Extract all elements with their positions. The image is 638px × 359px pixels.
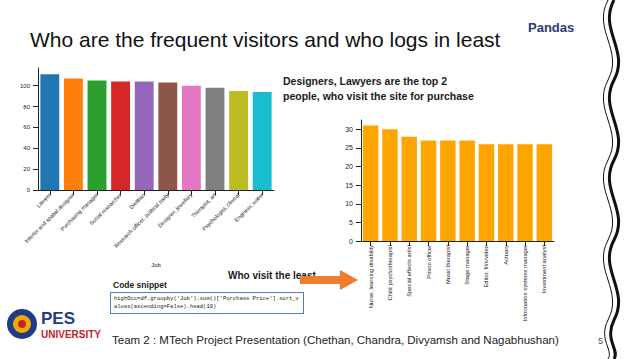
svg-text:PES: PES bbox=[41, 309, 75, 328]
svg-text:Child psychotherapist: Child psychotherapist bbox=[387, 245, 393, 301]
html-text:Who are the frequent visitors: Who are the frequent visitors and who lo… bbox=[30, 28, 501, 51]
svg-text:20: 20 bbox=[23, 166, 30, 172]
svg-text:Dietitian: Dietitian bbox=[128, 192, 146, 210]
svg-text:Purchasing manager: Purchasing manager bbox=[59, 192, 99, 232]
svg-text:Social researcher: Social researcher bbox=[88, 192, 123, 227]
svg-text:60: 60 bbox=[23, 124, 30, 130]
html-text:Code snippet: Code snippet bbox=[113, 280, 167, 290]
svg-text:Investment analyst: Investment analyst bbox=[541, 245, 547, 294]
svg-text:Engineer, water: Engineer, water bbox=[233, 192, 264, 223]
svg-text:Lawyer: Lawyer bbox=[35, 192, 52, 209]
svg-text:15: 15 bbox=[345, 182, 353, 189]
html-text:people, who visit the site for: people, who visit the site for purchase bbox=[283, 90, 474, 102]
svg-text:0: 0 bbox=[349, 238, 353, 245]
svg-text:80: 80 bbox=[23, 104, 30, 110]
svg-text:Stage manager: Stage manager bbox=[464, 245, 470, 285]
svg-text:Actuary: Actuary bbox=[503, 245, 509, 265]
svg-text:0: 0 bbox=[27, 187, 31, 193]
svg-text:Prison officer: Prison officer bbox=[426, 245, 432, 279]
html-text:Who visit the least: Who visit the least bbox=[228, 270, 316, 281]
svg-text:Therapist, art: Therapist, art bbox=[190, 191, 218, 219]
svg-text:100: 100 bbox=[20, 83, 31, 89]
html-text:highOcc=df.groupby('Job').sum(: highOcc=df.groupby('Job').sum()['Purchas… bbox=[114, 295, 299, 310]
svg-text:30: 30 bbox=[345, 126, 353, 133]
svg-text:Editor, film/video: Editor, film/video bbox=[483, 245, 489, 288]
svg-text:Psychologist, clinical: Psychologist, clinical bbox=[201, 192, 241, 232]
html-text:Designers, Lawyers are the top: Designers, Lawyers are the top 2 bbox=[283, 75, 447, 87]
svg-text:Information systems manager: Information systems manager bbox=[522, 245, 528, 321]
html-text:Pandas: Pandas bbox=[528, 20, 575, 35]
svg-text:Designer, jewellery: Designer, jewellery bbox=[157, 192, 194, 229]
svg-text:Job: Job bbox=[151, 262, 161, 268]
svg-text:20: 20 bbox=[345, 163, 353, 170]
svg-text:Interior and spatial designer: Interior and spatial designer bbox=[23, 191, 76, 244]
svg-text:UNIVERSITY: UNIVERSITY bbox=[41, 329, 101, 340]
svg-text:5: 5 bbox=[349, 219, 353, 226]
svg-text:Special effects artist: Special effects artist bbox=[406, 245, 412, 297]
html-text:5: 5 bbox=[598, 336, 603, 346]
html-text:Team 2 : MTech Project Present: Team 2 : MTech Project Presentation (Che… bbox=[112, 334, 559, 346]
svg-text:Music therapist: Music therapist bbox=[445, 245, 451, 284]
svg-text:10: 10 bbox=[345, 200, 353, 207]
svg-text:25: 25 bbox=[345, 144, 353, 151]
svg-text:Nurse, learning disability: Nurse, learning disability bbox=[368, 245, 374, 308]
svg-text:40: 40 bbox=[23, 145, 30, 151]
svg-text:Research officer, political pa: Research officer, political party bbox=[112, 191, 170, 249]
